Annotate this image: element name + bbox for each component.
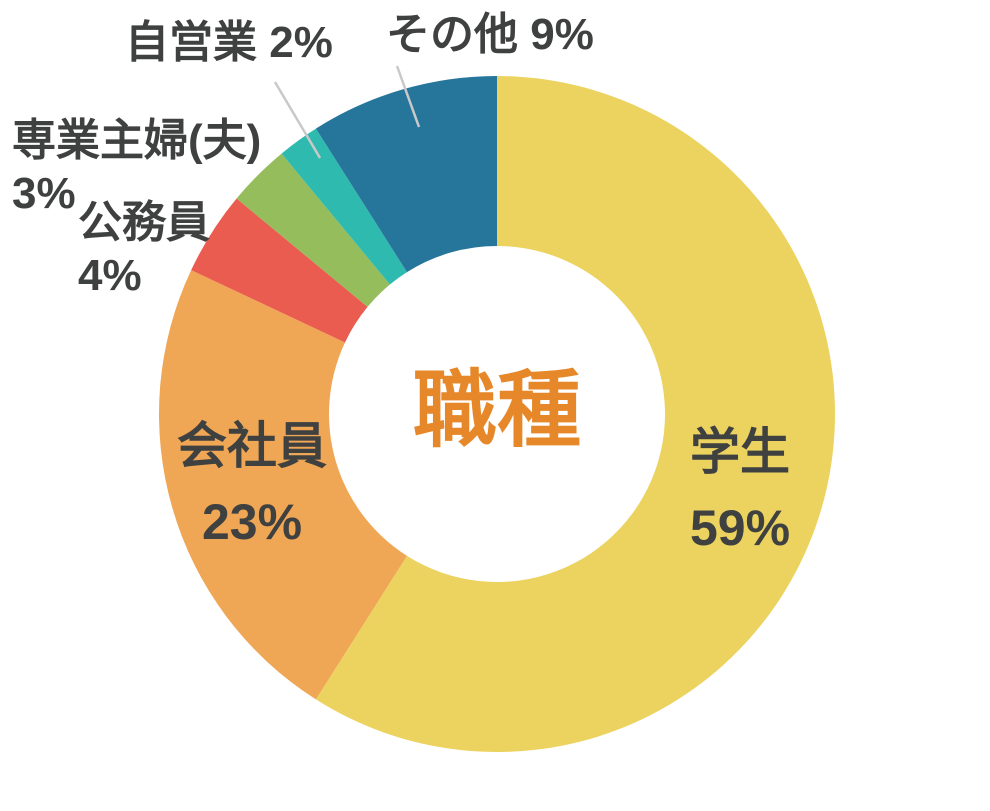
donut-segments [159,76,836,752]
segment-company-employee [159,270,407,700]
label-company-employee-line: 23% [201,494,303,550]
label-other-line: その他 9% [386,10,594,59]
segment-homemaker [236,153,390,307]
leader-line-other [395,65,421,128]
label-civil-servant-line: 4% [78,251,142,300]
label-student: 学生 59% [690,414,790,566]
label-civil-servant-line: 公務員 [78,198,210,247]
label-student-line: 59% [689,500,791,556]
segment-student [315,76,836,752]
label-self-employed-line: 自営業 2% [125,18,333,67]
label-civil-servant: 公務員 4% [78,196,210,302]
label-homemaker-line: 3% [12,169,76,218]
label-student-line: 学生 [689,424,790,480]
chart-title: 職種 [412,363,582,457]
label-company-employee: 会社員 23% [177,408,327,560]
segment-civil-servant [191,198,368,343]
label-other: その他 9% [386,8,594,61]
label-company-employee-line: 会社員 [177,418,327,474]
segment-self-employed [281,128,407,285]
segment-other [315,76,497,273]
leader-line-self-employed [273,81,322,159]
label-self-employed: 自営業 2% [125,16,333,69]
label-homemaker-line: 専業主婦(夫) [12,116,262,165]
label-homemaker: 専業主婦(夫) 3% [12,114,261,220]
leader-lines [273,65,421,159]
